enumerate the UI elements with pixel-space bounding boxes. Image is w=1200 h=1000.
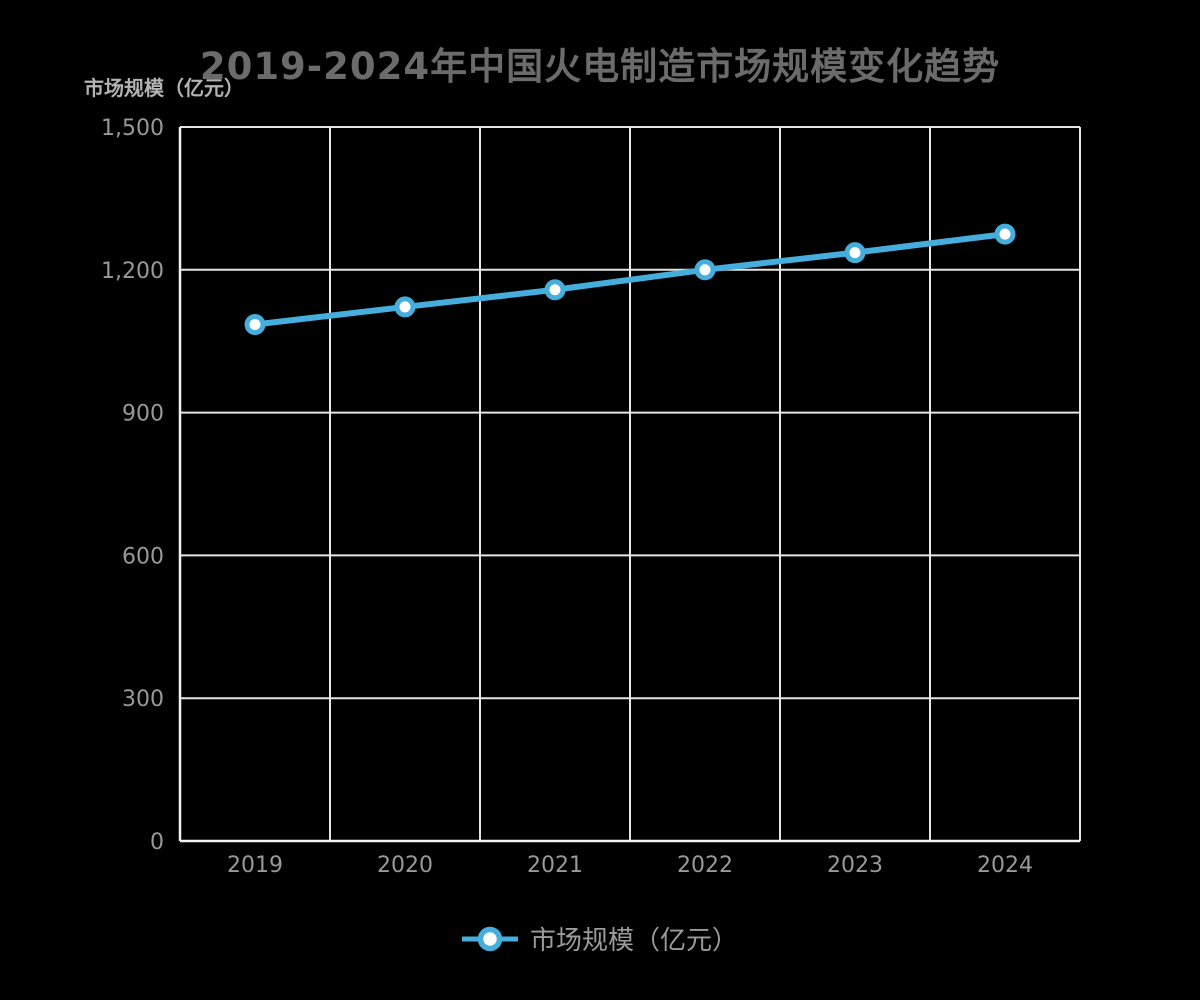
- x-tick-label: 2020: [377, 853, 433, 878]
- y-tick-label: 600: [122, 544, 164, 569]
- legend-marker-icon: [461, 926, 518, 951]
- x-tick-label: 2021: [527, 853, 583, 878]
- y-axis-name: 市场规模（亿元）: [84, 76, 244, 100]
- legend-label: 市场规模（亿元）: [529, 926, 738, 956]
- data-point-marker: [544, 279, 566, 301]
- data-point-marker: [394, 296, 416, 318]
- y-tick-label: 0: [150, 830, 164, 855]
- y-tick-label: 1,500: [101, 116, 164, 141]
- y-tick-label: 1,200: [101, 259, 164, 284]
- data-point-marker: [244, 314, 266, 336]
- y-tick-label: 900: [122, 402, 164, 427]
- chart-title: 2019-2024年中国火电制造市场规模变化趋势: [199, 45, 1001, 88]
- x-tick-label: 2022: [677, 853, 733, 878]
- data-point-marker: [694, 259, 716, 281]
- x-tick-label: 2023: [827, 853, 883, 878]
- x-tick-label: 2019: [227, 853, 283, 878]
- data-point-marker: [844, 242, 866, 264]
- y-tick-label: 300: [122, 687, 164, 712]
- x-tick-label: 2024: [977, 853, 1033, 878]
- data-point-marker: [994, 223, 1016, 245]
- series-line: [252, 231, 1008, 328]
- legend-item[interactable]: 市场规模（亿元）: [0, 920, 1200, 957]
